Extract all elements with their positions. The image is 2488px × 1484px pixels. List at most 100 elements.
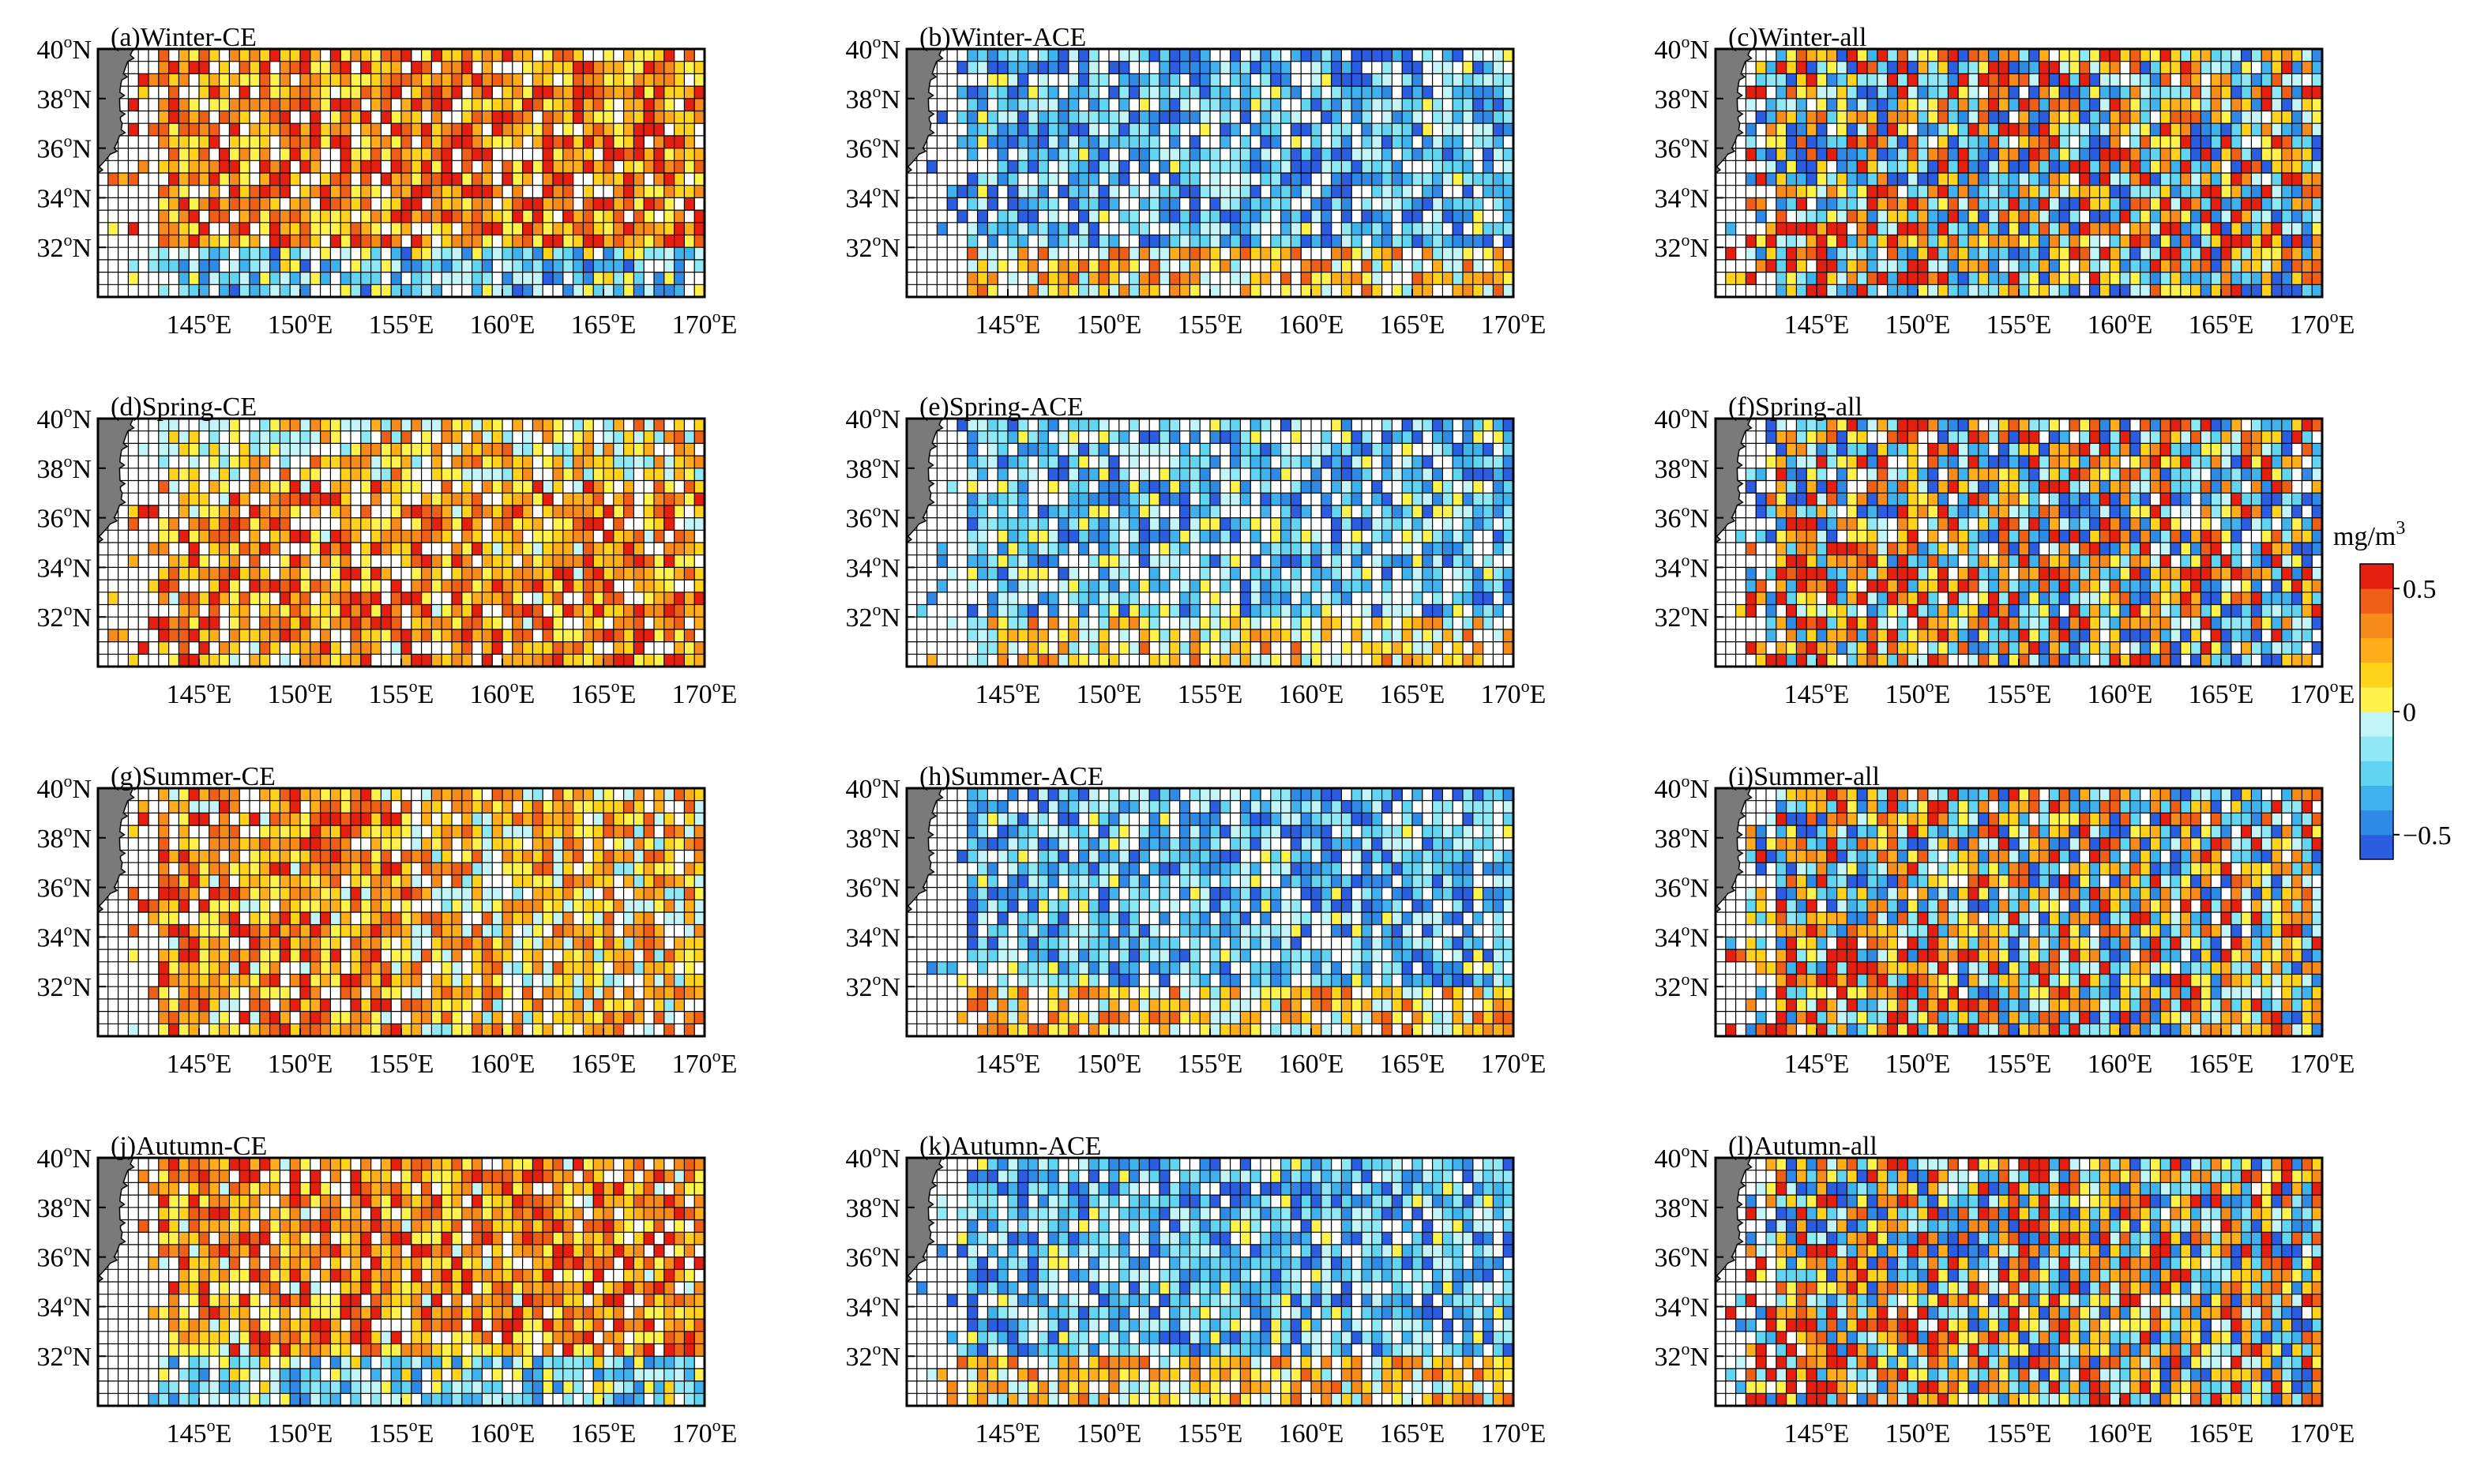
heatmap-cell — [623, 430, 634, 444]
lat-tick-label: 36oN — [36, 131, 92, 164]
heatmap-cell — [239, 160, 250, 174]
heatmap-cell — [431, 98, 442, 112]
heatmap-cell — [2200, 222, 2212, 236]
heatmap-cell — [1129, 480, 1140, 494]
heatmap-cell — [1058, 654, 1069, 667]
lon-tick-label: 145oE — [167, 676, 232, 709]
heatmap-cell — [2069, 235, 2080, 248]
heatmap-cell — [633, 284, 645, 298]
heatmap-cell — [1311, 259, 1322, 273]
heatmap-cell — [209, 135, 220, 149]
heatmap-cell — [573, 73, 584, 87]
heatmap-cell — [1422, 148, 1434, 161]
heatmap-cell — [340, 86, 351, 100]
heatmap-cell — [1483, 185, 1494, 198]
heatmap-cell — [1402, 98, 1413, 112]
heatmap-cell — [2302, 160, 2313, 174]
lat-tick-label: 40oN — [845, 32, 900, 65]
heatmap-cell — [442, 197, 453, 211]
heatmap-cell — [461, 247, 473, 261]
heatmap-cell — [522, 617, 533, 630]
heatmap-cell — [219, 284, 230, 298]
heatmap-cell — [1493, 222, 1504, 236]
heatmap-cell — [1139, 554, 1150, 568]
heatmap-cell — [492, 185, 503, 198]
heatmap-cell — [239, 210, 250, 224]
heatmap-cell — [1381, 419, 1392, 432]
heatmap-cell — [1826, 222, 1838, 236]
heatmap-cell — [320, 123, 331, 137]
heatmap-cell — [259, 284, 271, 298]
heatmap-cell — [1270, 629, 1282, 643]
heatmap-cell — [1210, 235, 1221, 248]
heatmap-cell — [2089, 49, 2100, 62]
heatmap-cell — [1442, 73, 1453, 87]
heatmap-cell — [1230, 247, 1241, 261]
heatmap-cell — [967, 247, 979, 261]
heatmap-cell — [1392, 259, 1403, 273]
heatmap-cell — [1028, 629, 1039, 643]
heatmap-cell — [1169, 111, 1181, 124]
heatmap-cell — [2019, 222, 2030, 236]
heatmap-cell — [1280, 247, 1291, 261]
heatmap-cell — [562, 517, 574, 531]
heatmap-cell — [1149, 505, 1160, 519]
heatmap-cell — [1028, 443, 1039, 456]
lon-tick-label: 145oE — [167, 306, 232, 340]
heatmap-cell — [1463, 443, 1474, 456]
heatmap-cell — [290, 284, 301, 298]
heatmap-cell — [2231, 272, 2242, 285]
heatmap-cell — [1371, 272, 1383, 285]
heatmap-cell — [623, 235, 634, 248]
heatmap-cell — [209, 173, 220, 186]
heatmap-cell — [431, 210, 442, 224]
heatmap-cell — [613, 222, 625, 236]
heatmap-cell — [2231, 235, 2242, 248]
heatmap-cell — [998, 554, 1009, 568]
heatmap-cell — [502, 493, 513, 506]
heatmap-cell — [461, 629, 473, 643]
heatmap-cell — [512, 543, 524, 556]
heatmap-cell — [1392, 468, 1403, 482]
heatmap-cell — [1078, 61, 1089, 74]
heatmap-cell — [421, 135, 432, 149]
heatmap-cell — [562, 123, 574, 137]
heatmap-cell — [1351, 222, 1362, 236]
heatmap-cell — [370, 493, 381, 506]
heatmap-cell — [613, 629, 625, 643]
heatmap-cell — [553, 517, 564, 531]
heatmap-cell — [482, 135, 493, 149]
heatmap-cell — [553, 543, 564, 556]
heatmap-cell — [2200, 111, 2212, 124]
heatmap-cell — [1028, 148, 1039, 161]
heatmap-cell — [168, 160, 179, 174]
heatmap-cell — [2231, 247, 2242, 261]
heatmap-cell — [2180, 86, 2192, 100]
heatmap-cell — [1371, 530, 1383, 543]
heatmap-cell — [663, 480, 675, 494]
heatmap-cell — [2251, 98, 2262, 112]
heatmap-cell — [1371, 517, 1383, 531]
heatmap-cell — [330, 543, 341, 556]
heatmap-cell — [107, 222, 119, 236]
heatmap-cell — [684, 456, 695, 469]
heatmap-cell — [1048, 654, 1059, 667]
heatmap-cell — [1472, 272, 1484, 285]
heatmap-cell — [553, 480, 564, 494]
heatmap-cell — [654, 272, 665, 285]
heatmap-cell — [1190, 49, 1201, 62]
heatmap-cell — [239, 49, 250, 62]
heatmap-cell — [1351, 629, 1362, 643]
heatmap-cell — [300, 49, 311, 62]
heatmap-cell — [431, 222, 442, 236]
heatmap-cell — [1381, 160, 1392, 174]
heatmap-cell — [1159, 210, 1171, 224]
heatmap-cell — [1028, 259, 1039, 273]
heatmap-cell — [461, 456, 473, 469]
heatmap-cell — [663, 247, 675, 261]
heatmap-cell — [1230, 654, 1241, 667]
heatmap-cell — [2170, 98, 2182, 112]
heatmap-cell — [1381, 135, 1392, 149]
heatmap-cell — [1088, 505, 1099, 519]
heatmap-cell — [1261, 567, 1272, 580]
